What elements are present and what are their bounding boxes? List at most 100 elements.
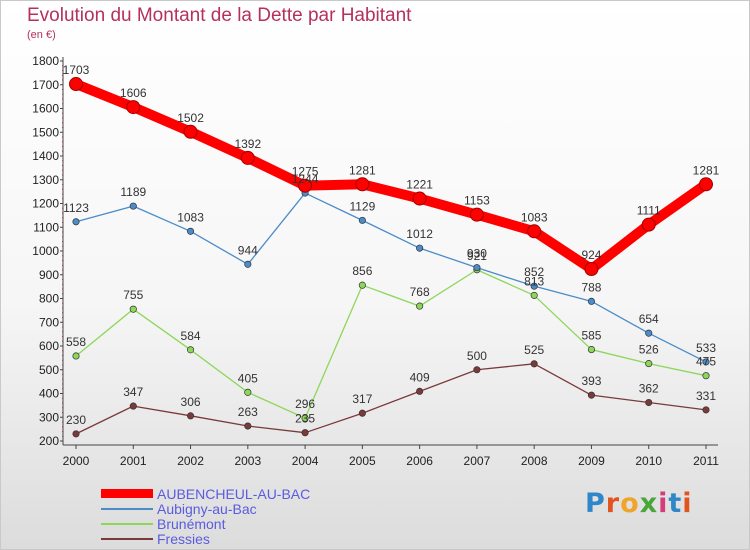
series-layer [69,77,713,438]
y-tick-label: 600 [39,339,59,353]
y-tick-label: 700 [39,315,59,329]
data-point [358,216,366,224]
data-point [587,297,596,305]
data-label: 1606 [120,86,147,100]
y-tick-label: 300 [39,410,59,424]
data-point [527,224,542,239]
legend-item: Fressies [101,531,310,546]
data-point [645,329,653,337]
x-tick-label: 2000 [63,454,90,468]
data-point [72,218,80,226]
x-tick-label: 2004 [292,454,319,468]
y-tick-label: 500 [39,363,59,377]
data-label: 475 [696,355,716,369]
data-point [72,430,80,438]
data-point [530,291,538,299]
series-line [71,79,711,275]
legend-item: Brunémont [101,516,310,531]
data-label: 852 [524,265,544,279]
legend-swatch [101,507,153,510]
data-label: 230 [66,413,86,427]
x-tick-label: 2007 [464,454,491,468]
data-point [186,227,195,235]
data-label: 306 [181,395,201,409]
x-tick-label: 2009 [578,454,605,468]
legend-label: Fressies [157,530,210,547]
data-label: 533 [696,341,716,355]
y-tick-label: 200 [39,434,59,448]
data-label: 1083 [521,210,548,224]
data-point [244,388,252,396]
data-label: 930 [467,247,487,261]
data-label: 296 [295,397,315,411]
data-label: 525 [524,343,544,357]
data-point [129,305,137,313]
data-point [358,409,366,417]
y-tick-label: 1600 [32,102,59,116]
series-line [75,363,707,435]
data-label: 235 [295,412,315,426]
x-tick-label: 2003 [234,454,261,468]
data-point [240,150,255,165]
data-label: 924 [581,248,601,262]
logo-letter: o [620,488,640,519]
data-label: 584 [181,329,201,343]
data-label: 813 [524,274,544,288]
y-tick-label: 1100 [33,220,59,234]
data-point [416,302,424,310]
data-point [355,177,370,192]
data-point [186,412,195,420]
data-point [69,77,83,92]
data-point [412,191,427,206]
y-tick-label: 1200 [32,197,59,211]
data-label: 1703 [63,63,90,77]
logo-letter: i [658,488,669,519]
x-tick-label: 2010 [635,454,662,468]
data-label: 856 [352,264,372,278]
x-tick-label: 2001 [120,454,147,468]
data-label: 347 [123,385,143,399]
plot-area: 200 300 400 500 600 700 800 900 1000 1100 1200 1300… [32,54,720,468]
chart-title: Evolution du Montant de la Dette par Hab… [27,5,412,26]
data-point [358,281,366,289]
data-label: 393 [581,374,601,388]
data-point [702,406,710,414]
data-point [587,346,596,354]
data-label: 1153 [464,194,490,208]
data-label: 1281 [349,163,376,177]
legend-label: Aubigny-au-Bac [157,500,257,517]
data-point [183,124,198,139]
data-label: 263 [238,405,258,419]
data-label: 654 [639,312,659,326]
x-tick-label: 2008 [521,454,548,468]
y-tick-label: 1700 [32,78,59,92]
data-label: 1221 [406,178,433,192]
data-point [298,178,313,193]
data-label: 331 [696,389,716,403]
y-tick-label: 1800 [32,54,59,68]
data-label: 1123 [63,201,89,215]
data-point [530,282,538,290]
data-label: 1189 [120,185,146,199]
data-label: 1392 [234,137,261,151]
legend-swatch [101,537,153,540]
data-label: 362 [639,382,659,396]
data-point [469,207,484,222]
data-label: 585 [581,329,601,343]
data-point [584,262,599,277]
x-tick-label: 2005 [349,454,376,468]
y-tick-label: 800 [39,292,59,306]
logo-letter: P [585,488,606,519]
legend-label: Brunémont [157,515,226,532]
data-label: 768 [410,285,430,299]
data-label: 1281 [693,163,720,177]
y-tick-label: 1300 [32,173,59,187]
data-point [129,402,137,410]
legend-item: AUBENCHEUL-AU-BAC [101,486,310,501]
data-label: 526 [639,343,659,357]
data-point [244,260,252,268]
chart-subtitle: (en €) [27,29,56,41]
data-point [126,100,141,115]
data-point [301,429,309,437]
